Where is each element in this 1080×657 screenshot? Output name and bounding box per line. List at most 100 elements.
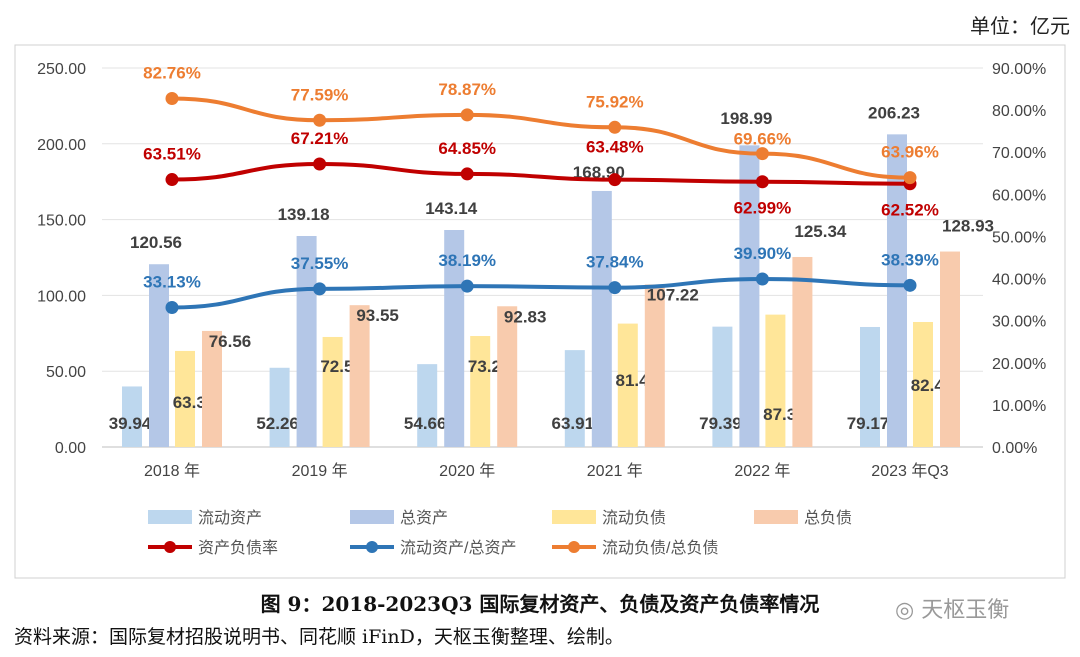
legend-swatch [552,510,596,524]
line-point [165,300,179,314]
bar-0 [269,367,290,447]
right-axis-tick: 90.00% [992,61,1046,78]
bar-1 [739,145,760,447]
left-axis-tick: 250.00 [37,61,86,78]
source-note: 资料来源：国际复材招股说明书、同花顺 iFinD，天枢玉衡整理、绘制。 [14,626,624,648]
left-axis-tick: 200.00 [37,137,86,154]
line-label: 33.13% [143,272,201,291]
bar-label: 79.17 [847,414,890,433]
line-point [460,279,474,293]
bar-0 [564,350,585,447]
bar-2 [175,350,195,447]
line-label: 75.92% [586,92,644,111]
right-axis-tick: 70.00% [992,145,1046,162]
line-label: 62.99% [734,199,792,218]
bar-3 [940,251,960,447]
line-label: 63.96% [881,143,939,162]
right-axis-tick: 80.00% [992,103,1046,120]
line-point [903,278,917,292]
line-point [608,120,622,134]
bar-label: 120.56 [130,233,182,252]
x-axis-tick: 2019 年 [292,462,348,480]
line-label: 37.84% [586,253,644,272]
x-axis-tick: 2018 年 [144,462,200,480]
bar-label: 39.94 [109,414,152,433]
bar-3 [644,284,665,447]
line-label: 78.87% [438,80,496,99]
legend-label: 流动负债/总负债 [602,539,718,557]
legend-label: 流动资产/总资产 [400,539,516,557]
bar-1 [149,264,169,447]
bar-2 [765,314,786,447]
bar-3 [792,256,813,447]
legend-label: 资产负债率 [198,539,278,557]
bar-label: 107.22 [647,285,699,304]
watermark: ◎ 天枢玉衡 [895,592,1009,624]
bar-0 [417,364,438,447]
line-label: 62.52% [881,201,939,220]
bar-0 [860,326,880,447]
bar-3 [349,305,370,447]
line-label: 39.90% [734,244,792,263]
wechat-icon: ◎ [895,598,922,623]
right-axis-tick: 10.00% [992,398,1046,415]
bar-2 [617,323,638,447]
watermark-text: 天枢玉衡 [921,598,1010,623]
bar-label: 79.39 [699,414,742,433]
line-label: 64.85% [438,139,496,158]
legend-label: 流动负债 [602,509,666,527]
left-axis-tick: 50.00 [46,364,86,381]
line-point [165,173,179,187]
right-axis-tick: 30.00% [992,314,1046,331]
line-point [165,91,179,105]
bar-3 [202,330,222,447]
line-point [903,171,917,185]
line-label: 37.55% [291,254,349,273]
line-point [755,175,769,189]
bar-1 [591,190,612,447]
left-axis-tick: 150.00 [37,213,86,230]
bar-label: 54.66 [404,414,447,433]
bar-label: 198.99 [720,109,772,128]
bar-2 [322,336,343,447]
bar-label: 93.55 [356,306,399,325]
bar-0 [712,326,733,447]
chart-border [14,44,1066,579]
bar-label: 139.18 [278,205,330,224]
bar-0 [122,386,142,447]
line-point [608,173,622,187]
bar-label: 206.23 [868,103,920,122]
line-label: 67.21% [291,129,349,148]
bar-3 [497,306,518,447]
unit-label: 单位：亿元 [970,14,1070,38]
x-axis-tick: 2022 年 [734,462,790,480]
legend-swatch [350,510,394,524]
line-point [608,281,622,295]
line-point [755,147,769,161]
right-axis-tick: 60.00% [992,187,1046,204]
line-0 [171,161,911,186]
bar-label: 143.14 [425,199,478,218]
legend-marker [366,541,378,553]
right-axis-tick: 20.00% [992,356,1046,373]
line-point [460,167,474,181]
legend-marker [164,541,176,553]
legend-label: 总资产 [400,509,448,527]
line-label: 38.19% [438,251,496,270]
line-point [460,108,474,122]
bar-label: 128.93 [942,217,994,236]
line-2 [171,96,911,180]
line-label: 38.39% [881,250,939,269]
right-axis-tick: 50.00% [992,229,1046,246]
line-1 [171,276,911,310]
figure-caption: 图 9：2018-2023Q3 国际复材资产、负债及资产负债率情况 [260,592,820,616]
line-point [313,157,327,171]
line-label: 69.66% [734,130,792,149]
bar-label: 52.26 [256,414,299,433]
line-label: 63.51% [143,145,201,164]
line-label: 63.48% [586,138,644,157]
bar-label: 76.56 [209,332,252,351]
x-axis-tick: 2023 年Q3 [871,462,948,480]
legend-label: 总负债 [804,509,852,527]
